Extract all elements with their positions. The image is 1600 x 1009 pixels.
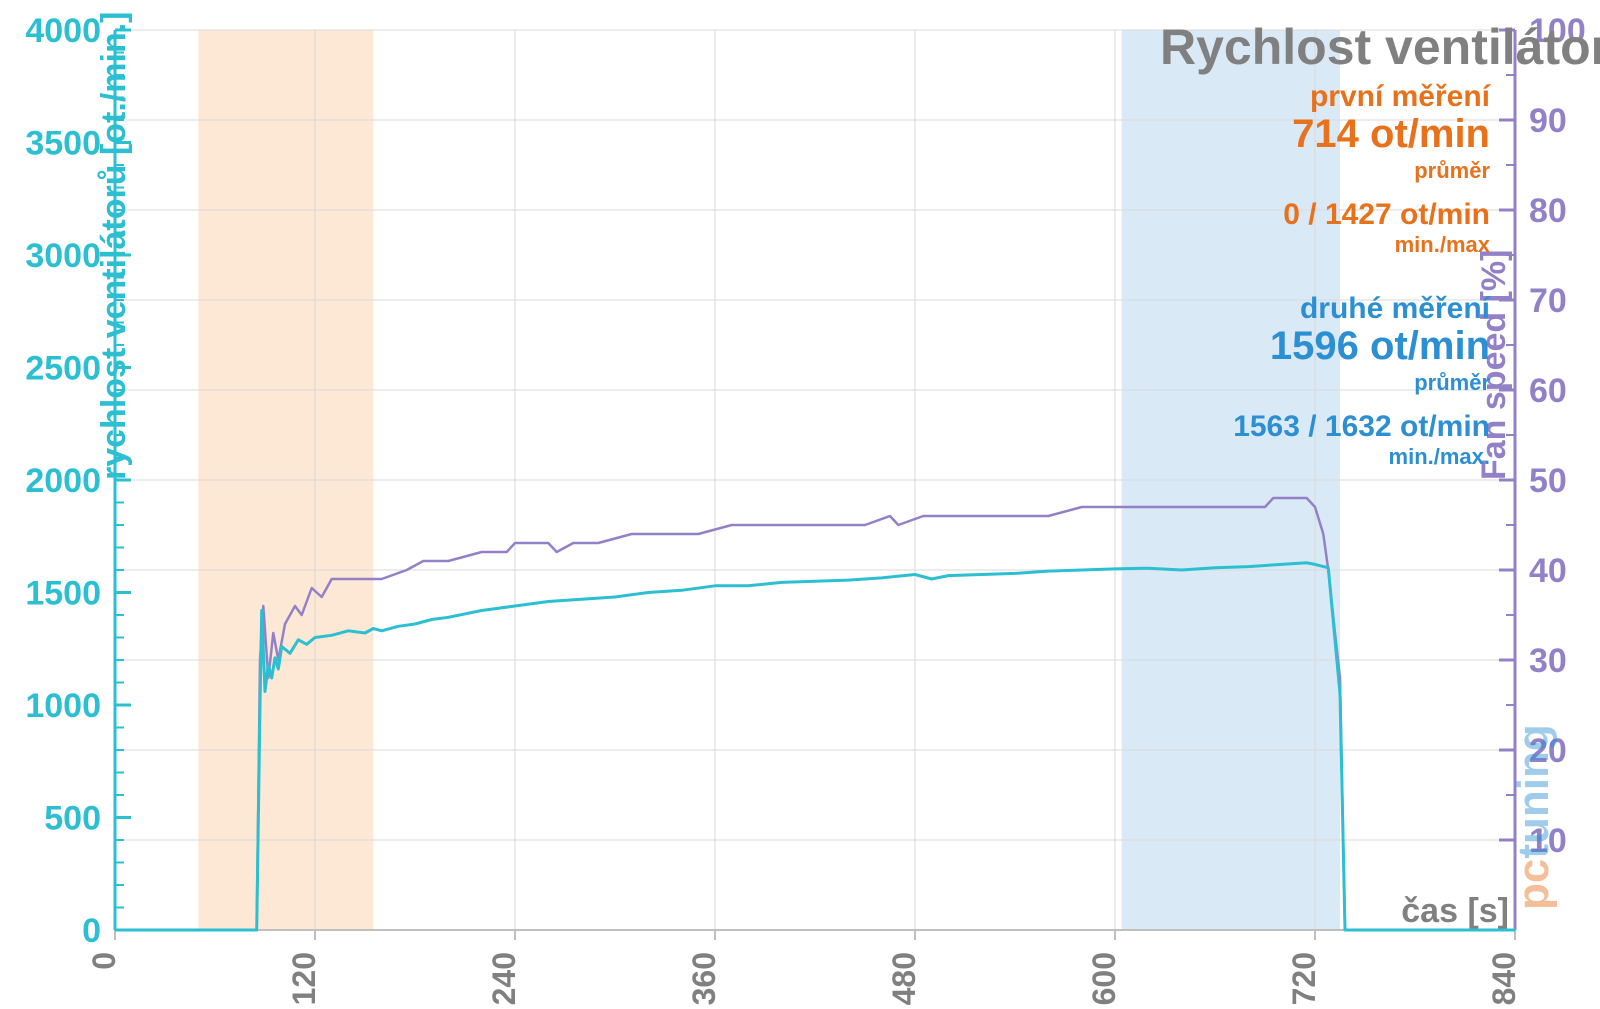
x-axis-label: čas [s] [1401,892,1509,930]
measurement-2-label: druhé měření [1300,292,1490,326]
x-tick-label: 120 [286,952,322,1005]
chart-title: Rychlost ventilátorů [1160,18,1600,76]
y-left-axis-label: rychlost ventilátorů [ot./min.] [95,12,133,480]
x-tick-label: 240 [486,952,522,1005]
x-tick-label: 600 [1086,952,1122,1005]
measurement-2-average: 1596 ot/min [1270,324,1490,369]
measurement-1-label: první měření [1310,80,1490,114]
y-left-tick-label: 3500 [25,125,101,163]
watermark: pctuning [1509,724,1558,910]
measurement-1-average-sub: průměr [1414,158,1490,184]
y-left-tick-label: 1500 [25,575,101,613]
y-right-tick-label: 50 [1529,462,1567,500]
x-tick-label: 360 [686,952,722,1005]
measurement-2-minmax: 1563 / 1632 ot/min [1233,410,1490,444]
measurement-1-average: 714 ot/min [1292,112,1490,157]
y-left-tick-label: 1000 [25,687,101,725]
measurement-1-minmax: 0 / 1427 ot/min [1283,198,1490,232]
x-tick-label: 480 [886,952,922,1005]
measurement-2-minmax-sub: min./max. [1389,444,1490,470]
y-left-tick-label: 3000 [25,237,101,275]
y-left-tick-label: 0 [82,912,101,950]
y-left-tick-label: 2000 [25,462,101,500]
y-left-tick-label: 500 [44,800,101,838]
x-tick-label: 720 [1286,952,1322,1005]
y-right-tick-label: 70 [1529,282,1567,320]
y-right-tick-label: 40 [1529,552,1567,590]
y-right-tick-label: 90 [1529,102,1567,140]
y-left-tick-label: 2500 [25,350,101,388]
svg-text:pctuning: pctuning [1509,724,1558,910]
measurement-2-average-sub: průměr [1414,370,1490,396]
x-tick-label: 0 [86,952,122,970]
y-right-tick-label: 30 [1529,642,1567,680]
y-right-tick-label: 60 [1529,372,1567,410]
x-tick-label: 840 [1486,952,1522,1005]
y-left-tick-label: 4000 [25,12,101,50]
y-right-tick-label: 80 [1529,192,1567,230]
measurement-1-minmax-sub: min./max [1395,232,1490,258]
